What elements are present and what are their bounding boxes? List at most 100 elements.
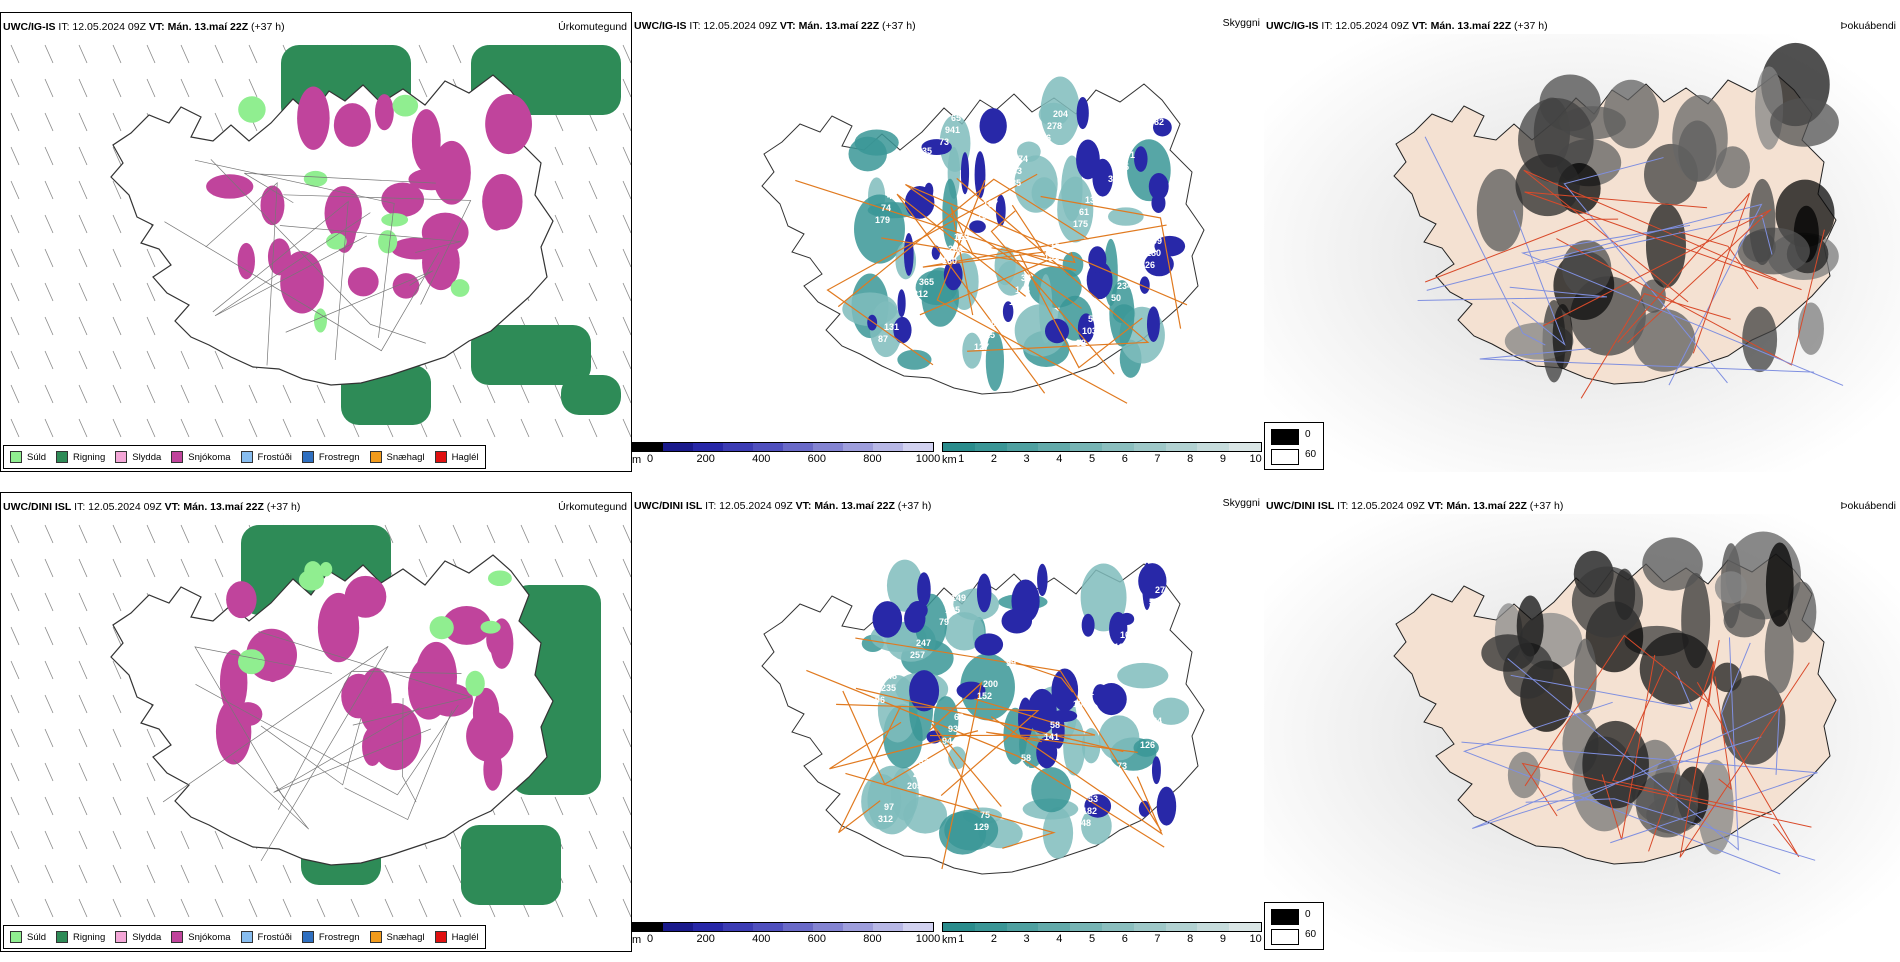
legend-label: Rigning — [73, 451, 106, 463]
wind-barb — [10, 248, 20, 268]
panel-tag: Þokuábendi — [1840, 500, 1896, 512]
wind-barb — [10, 282, 20, 302]
scale-swatch — [783, 923, 813, 931]
lead-time: (+37 h) — [1529, 500, 1564, 512]
fog-area — [1645, 203, 1686, 288]
wind-barb — [248, 44, 258, 64]
snow-area — [324, 186, 362, 241]
road — [1424, 218, 1619, 283]
cloud-base-area — [1156, 786, 1177, 826]
cloud-base-label: 200 — [983, 679, 998, 689]
visibility-area — [1061, 155, 1083, 222]
panel-header: UWC/IG-IS IT: 12.05.2024 09Z VT: Mán. 13… — [3, 21, 285, 33]
wind-barb — [44, 214, 54, 234]
cloud-base-label: 48 — [887, 671, 897, 681]
snow-area — [485, 94, 532, 155]
road — [1524, 634, 1710, 787]
init-time: IT: 12.05.2024 09Z — [689, 20, 777, 32]
precip-legend-item: Rigning — [56, 451, 105, 463]
cloud-base-label: 74 — [1018, 154, 1028, 164]
wind-barb — [316, 384, 326, 404]
drizzle-area — [450, 279, 470, 297]
visibility-area — [985, 331, 1005, 392]
cloud-base-label: 162 — [1079, 687, 1094, 697]
wind-barb — [44, 660, 54, 680]
road — [826, 173, 1038, 366]
cloud-base-label: 247 — [916, 638, 931, 648]
visibility-area — [1017, 141, 1041, 162]
wind-barb — [78, 78, 88, 98]
cloud-base-label: 83 — [1012, 166, 1022, 176]
fog-area — [1515, 153, 1580, 217]
cloud-base-area — [979, 108, 1007, 144]
cloud-base-label: 53 — [1088, 794, 1098, 804]
road — [1556, 708, 1780, 812]
legend-label: Frostregn — [318, 451, 360, 463]
road — [1417, 286, 1607, 302]
cloud-base-label: 220 — [1143, 609, 1158, 619]
cloud-base-label: 295 — [977, 211, 992, 221]
cloud-base-label: 212 — [913, 289, 928, 299]
wind-barb — [554, 558, 564, 578]
init-time: IT: 12.05.2024 09Z — [74, 501, 162, 513]
road — [936, 179, 1128, 404]
cloud-base-label: 54 — [986, 798, 996, 808]
cloud-base-label: 248 — [1076, 818, 1091, 828]
wind-barb — [180, 384, 190, 404]
cloud-base-area — [921, 139, 952, 156]
legend-swatch — [10, 451, 22, 463]
cloud-base-label: 260 — [948, 244, 963, 254]
road — [1535, 214, 1773, 265]
wind-barb — [622, 558, 631, 578]
cloud-base-label: 36 — [1041, 133, 1051, 143]
wind-barb — [588, 180, 598, 200]
cloud-base-label: 305 — [910, 170, 925, 180]
visibility-panel: UWC/DINI ISL IT: 12.05.2024 09Z VT: Mán.… — [632, 492, 1264, 952]
wind-barb — [554, 112, 564, 132]
legend-label: Frostúði — [257, 931, 292, 943]
drizzle-area — [465, 670, 485, 697]
row-ig-is: UWC/IG-IS IT: 12.05.2024 09Z VT: Mán. 13… — [0, 12, 1900, 482]
legend-swatch — [301, 931, 314, 943]
snow-area — [260, 185, 285, 226]
cloud-base-label: 130 — [1146, 728, 1161, 738]
wind-barb — [146, 524, 156, 544]
cloud-base-label: 185 — [1006, 178, 1021, 188]
legend-swatch — [171, 451, 184, 463]
scale-unit: km — [942, 454, 957, 466]
road — [277, 670, 462, 810]
cloud-base-area — [969, 220, 986, 233]
cloud-base-area — [1109, 611, 1128, 646]
cloud-base-area — [1139, 276, 1150, 294]
snow-area — [237, 242, 255, 280]
cloud-base-label: 78 — [916, 158, 926, 168]
scale-tick: 9 — [1219, 933, 1226, 945]
cloud-base-label: 97 — [884, 802, 894, 812]
visibility-panel: UWC/IG-IS IT: 12.05.2024 09Z VT: Mán. 13… — [632, 12, 1264, 472]
wind-barb — [418, 864, 428, 884]
cloud-base-area — [1076, 96, 1089, 130]
cloud-base-label: 134 — [1085, 675, 1100, 685]
precip-legend-item: Rigning — [56, 931, 105, 943]
wind-barb — [78, 384, 88, 404]
wind-barb — [44, 626, 54, 646]
wind-barb — [146, 830, 156, 850]
wind-barb — [10, 146, 20, 166]
precip-legend-item: Frostregn — [301, 451, 360, 463]
cloud-base-area — [1152, 118, 1172, 137]
road — [950, 206, 974, 316]
drizzle-area — [429, 616, 454, 640]
road — [1507, 637, 1739, 851]
wind-barb — [248, 78, 258, 98]
lead-time: (+37 h) — [882, 20, 916, 32]
scale-swatch — [753, 923, 783, 931]
road — [1511, 210, 1566, 346]
wind-barb — [146, 44, 156, 64]
fog-area — [1742, 306, 1778, 373]
wind-barb — [146, 796, 156, 816]
cloud-base-area — [1081, 613, 1095, 637]
visibility-area — [854, 129, 899, 156]
fog-area — [1573, 638, 1597, 715]
wind-barb — [180, 898, 190, 918]
cloud-base-label: 62 — [954, 712, 964, 722]
